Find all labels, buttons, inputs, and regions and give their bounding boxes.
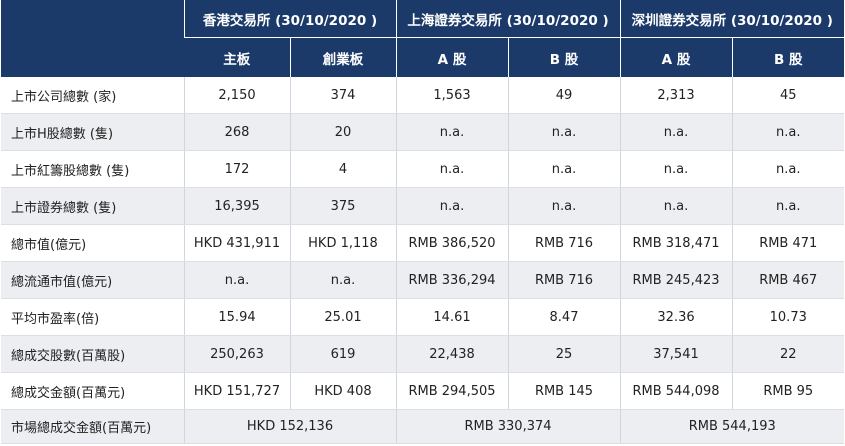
cell-sh-a: 1,563 [395, 77, 508, 114]
cell-hk-main: 16,395 [183, 187, 290, 225]
row-label: 總市值(億元) [1, 224, 184, 262]
row-label: 平均市盈率(倍) [1, 298, 184, 336]
cell-sh-b: 8.47 [507, 298, 620, 336]
cell-hk-gem: n.a. [289, 261, 396, 299]
header-sh-a-share: A 股 [395, 37, 508, 77]
cell-hk-main: 172 [183, 150, 290, 188]
row-label: 上市證券總數 (隻) [1, 187, 184, 225]
header-hk-main-board: 主板 [184, 37, 290, 77]
cell-sz-b: n.a. [731, 113, 844, 151]
cell-hk-gem: HKD 408 [289, 372, 396, 410]
table-row: 總市值(億元) HKD 431,911 HKD 1,118 RMB 386,52… [1, 224, 844, 262]
cell-sz-b: 45 [731, 77, 844, 114]
cell-hk-gem: 25.01 [289, 298, 396, 336]
cell-sz-b: 10.73 [731, 298, 844, 336]
header-sz-b-share: B 股 [731, 37, 844, 77]
cell-sh-a: RMB 386,520 [395, 224, 508, 262]
header-row-boards: 主板 創業板 A 股 B 股 A 股 B 股 [1, 37, 844, 77]
table-row: 總成交金額(百萬元) HKD 151,727 HKD 408 RMB 294,5… [1, 372, 844, 410]
cell-sz-a: 37,541 [619, 335, 732, 373]
cell-sz-a: 32.36 [619, 298, 732, 336]
table-row: 上市公司總數 (家) 2,150 374 1,563 49 2,313 45 [1, 77, 844, 114]
header-row-exchanges: 香港交易所 (30/10/2020 ) 上海證券交易所 (30/10/2020 … [1, 0, 844, 77]
cell-sh-a: RMB 294,505 [395, 372, 508, 410]
header-hk-exchange: 香港交易所 (30/10/2020 ) [183, 0, 396, 38]
cell-sz-b: RMB 471 [731, 224, 844, 262]
row-label: 總成交股數(百萬股) [1, 335, 184, 373]
cell-sh-a: 22,438 [395, 335, 508, 373]
cell-hk-main: 268 [183, 113, 290, 151]
cell-sh-b: 25 [507, 335, 620, 373]
cell-sz-a: RMB 544,098 [619, 372, 732, 410]
cell-sz-a: n.a. [619, 113, 732, 151]
table-row: 總成交股數(百萬股) 250,263 619 22,438 25 37,541 … [1, 335, 844, 373]
table-header: 香港交易所 (30/10/2020 ) 上海證券交易所 (30/10/2020 … [1, 0, 844, 77]
cell-sz-a: RMB 245,423 [619, 261, 732, 299]
table-row: 上市H股總數 (隻) 268 20 n.a. n.a. n.a. n.a. [1, 113, 844, 151]
table-row: 平均市盈率(倍) 15.94 25.01 14.61 8.47 32.36 10… [1, 298, 844, 336]
cell-sh-b: RMB 145 [507, 372, 620, 410]
row-label: 總流通市值(億元) [1, 261, 184, 299]
table-row: 總流通市值(億元) n.a. n.a. RMB 336,294 RMB 716 … [1, 261, 844, 299]
row-label: 上市公司總數 (家) [1, 77, 184, 114]
header-sh-exchange: 上海證券交易所 (30/10/2020 ) [395, 0, 620, 38]
cell-hk-gem: 20 [289, 113, 396, 151]
cell-sz-total: RMB 544,193 [619, 409, 844, 444]
cell-hk-gem: 374 [289, 77, 396, 114]
cell-sh-b: 49 [507, 77, 620, 114]
cell-hk-main: 250,263 [183, 335, 290, 373]
header-corner-cell [1, 0, 184, 77]
row-label: 上市紅籌股總數 (隻) [1, 150, 184, 188]
cell-sz-b: n.a. [731, 187, 844, 225]
cell-sz-b: RMB 95 [731, 372, 844, 410]
table-row: 上市紅籌股總數 (隻) 172 4 n.a. n.a. n.a. n.a. [1, 150, 844, 188]
cell-hk-main: 2,150 [183, 77, 290, 114]
cell-hk-gem: 4 [289, 150, 396, 188]
header-sz-a-share: A 股 [619, 37, 732, 77]
header-sz-exchange: 深圳證券交易所 (30/10/2020 ) [619, 0, 844, 38]
cell-sz-b: n.a. [731, 150, 844, 188]
cell-sh-total: RMB 330,374 [395, 409, 620, 444]
cell-sh-a: 14.61 [395, 298, 508, 336]
cell-hk-main: HKD 151,727 [183, 372, 290, 410]
cell-sh-b: RMB 716 [507, 261, 620, 299]
cell-hk-main: 15.94 [183, 298, 290, 336]
cell-sz-a: n.a. [619, 187, 732, 225]
cell-hk-main: n.a. [183, 261, 290, 299]
header-sh-b-share: B 股 [507, 37, 620, 77]
cell-sh-b: n.a. [507, 150, 620, 188]
cell-sh-a: n.a. [395, 113, 508, 151]
cell-sz-a: n.a. [619, 150, 732, 188]
cell-sz-a: RMB 318,471 [619, 224, 732, 262]
table-body: 上市公司總數 (家) 2,150 374 1,563 49 2,313 45 上… [1, 77, 844, 444]
cell-sh-a: RMB 336,294 [395, 261, 508, 299]
cell-sz-a: 2,313 [619, 77, 732, 114]
cell-sh-a: n.a. [395, 150, 508, 188]
cell-sh-b: n.a. [507, 113, 620, 151]
table-row-totals: 市場總成交金額(百萬元) HKD 152,136 RMB 330,374 RMB… [1, 409, 844, 444]
header-hk-gem-board: 創業板 [289, 37, 396, 77]
row-label: 上市H股總數 (隻) [1, 113, 184, 151]
cell-hk-gem: 375 [289, 187, 396, 225]
table-row: 上市證券總數 (隻) 16,395 375 n.a. n.a. n.a. n.a… [1, 187, 844, 225]
cell-sz-b: RMB 467 [731, 261, 844, 299]
cell-hk-gem: HKD 1,118 [289, 224, 396, 262]
row-label: 市場總成交金額(百萬元) [1, 409, 184, 444]
cell-hk-main: HKD 431,911 [183, 224, 290, 262]
cell-sh-b: RMB 716 [507, 224, 620, 262]
cell-sz-b: 22 [731, 335, 844, 373]
row-label: 總成交金額(百萬元) [1, 372, 184, 410]
cell-sh-a: n.a. [395, 187, 508, 225]
cell-hk-total: HKD 152,136 [183, 409, 396, 444]
cell-sh-b: n.a. [507, 187, 620, 225]
cell-hk-gem: 619 [289, 335, 396, 373]
